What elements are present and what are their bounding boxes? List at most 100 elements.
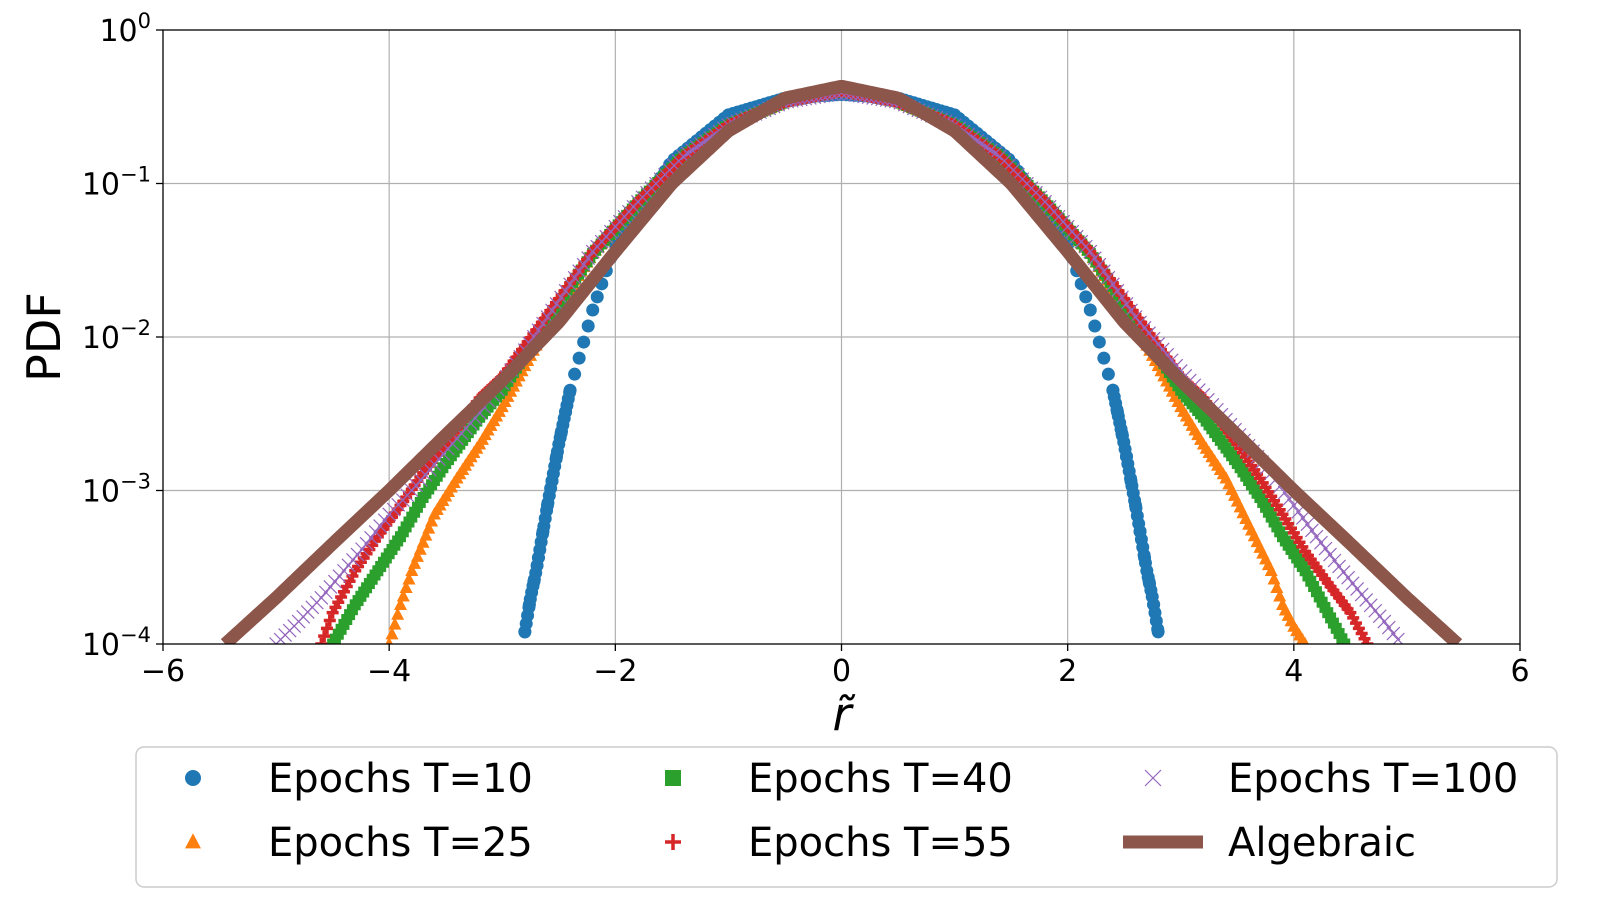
- x-axis-ticks: −6 −4 −2 0 2 4 6: [141, 644, 1530, 689]
- data-point: [318, 630, 331, 643]
- data-point: [1295, 510, 1310, 525]
- legend-item: Epochs T=10: [185, 756, 533, 802]
- data-point: [1144, 769, 1162, 787]
- legend-label: Epochs T=25: [268, 820, 533, 866]
- x-tick-label: −2: [593, 654, 637, 689]
- data-point: [1101, 270, 1116, 285]
- data-point: [1264, 563, 1278, 576]
- data-point: [1309, 529, 1324, 544]
- data-point: [1273, 589, 1287, 602]
- data-point: [1314, 535, 1328, 550]
- data-point: [1115, 290, 1129, 305]
- data-point: [554, 290, 568, 305]
- data-point: [1350, 581, 1365, 596]
- data-point: [1096, 264, 1111, 279]
- legend-item: Epochs T=25: [185, 820, 533, 866]
- data-point: [1377, 614, 1392, 629]
- data-point: [323, 614, 336, 627]
- data-point: [422, 521, 436, 534]
- data-point: [1087, 251, 1102, 266]
- legend-label: Algebraic: [1228, 820, 1416, 866]
- data-point: [1301, 636, 1309, 644]
- data-point: [1332, 559, 1346, 574]
- data-point: [359, 536, 374, 551]
- legend-item: Epochs T=40: [665, 756, 1013, 802]
- data-point: [1318, 541, 1333, 556]
- data-point: [1359, 593, 1374, 607]
- legend-label: Epochs T=10: [268, 756, 533, 802]
- data-point: [576, 257, 591, 272]
- legend-item: Epochs T=100: [1144, 756, 1518, 802]
- data-point: [413, 542, 427, 555]
- data-point: [1083, 303, 1097, 317]
- legend-swatch: [665, 834, 681, 850]
- data-point: [1327, 553, 1342, 568]
- data-point: [1092, 257, 1107, 272]
- data-point: [314, 590, 329, 605]
- legend-label: Epochs T=55: [748, 820, 1013, 866]
- data-point: [1354, 587, 1369, 602]
- data-point: [350, 547, 365, 562]
- data-point: [373, 519, 388, 533]
- data-point: [388, 617, 402, 630]
- data-point: [581, 319, 595, 333]
- data-point: [581, 251, 596, 266]
- data-point: [315, 638, 328, 644]
- y-axis-ticks: 10−4 10−3 10−2 10−1 100: [82, 9, 163, 663]
- data-point: [355, 542, 369, 557]
- data-point: [1361, 638, 1374, 644]
- data-point: [1105, 277, 1120, 292]
- data-point: [1267, 572, 1281, 585]
- data-point: [1341, 570, 1356, 585]
- legend-item: Algebraic: [1123, 820, 1416, 866]
- data-point: [1363, 598, 1378, 613]
- data-point: [399, 580, 413, 593]
- data-point: [408, 556, 422, 569]
- data-point: [1336, 565, 1351, 579]
- data-point: [1119, 296, 1134, 311]
- data-point: [396, 589, 410, 602]
- data-point: [332, 569, 347, 584]
- data-point: [1386, 626, 1401, 641]
- data-point: [1339, 638, 1351, 644]
- y-tick-label: 10−4: [82, 623, 151, 663]
- data-point: [577, 335, 591, 349]
- x-axis-title: r̃: [833, 687, 856, 741]
- data-point: [665, 770, 681, 786]
- data-point: [1079, 290, 1093, 304]
- legend-label: Epochs T=40: [748, 756, 1013, 802]
- data-point: [572, 264, 587, 279]
- data-point: [1381, 620, 1396, 635]
- x-tick-label: −6: [141, 654, 185, 689]
- data-point: [377, 513, 392, 528]
- y-tick-label: 10−1: [82, 163, 151, 203]
- data-point: [1101, 367, 1115, 381]
- data-point: [393, 597, 407, 611]
- data-point: [320, 622, 333, 635]
- legend: Epochs T=10 Epochs T=25 Epochs T=40 Epochs …: [185, 756, 1518, 866]
- data-point: [567, 270, 582, 285]
- legend-item: Epochs T=55: [665, 820, 1013, 866]
- data-point: [568, 367, 582, 381]
- legend-swatch: [1144, 769, 1162, 787]
- data-point: [1097, 351, 1111, 365]
- data-point: [337, 563, 351, 578]
- data-point: [590, 290, 604, 304]
- data-point: [341, 558, 356, 573]
- x-tick-label: 6: [1510, 654, 1529, 689]
- algebraic-curve: [220, 80, 1463, 644]
- data-point: [1345, 576, 1360, 591]
- data-point: [368, 525, 383, 539]
- data-point: [1300, 517, 1315, 532]
- y-tick-label: 100: [99, 9, 151, 49]
- x-tick-label: 4: [1284, 654, 1303, 689]
- legend-swatch: [665, 770, 681, 786]
- data-point: [1372, 609, 1387, 624]
- legend-box: [135, 746, 1558, 888]
- data-point: [425, 514, 439, 527]
- data-point: [1368, 603, 1383, 618]
- data-point: [318, 585, 333, 600]
- data-point: [410, 549, 424, 562]
- legend-swatch: [185, 770, 201, 786]
- data-point: [1083, 244, 1098, 259]
